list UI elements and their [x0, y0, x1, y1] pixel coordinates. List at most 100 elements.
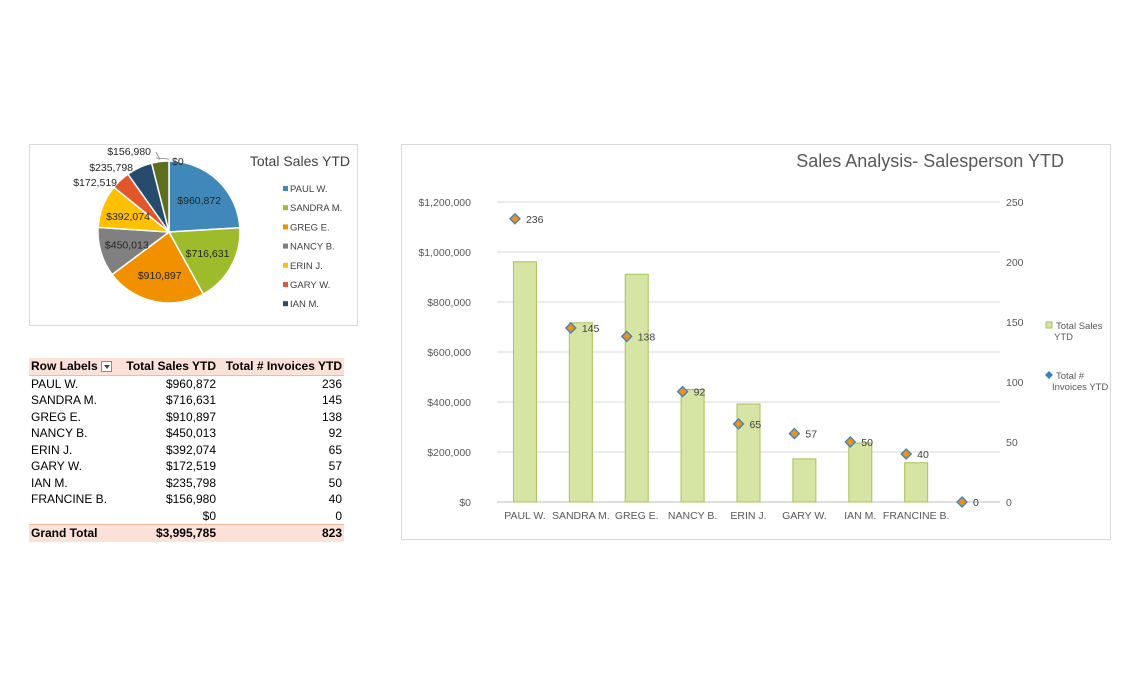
combo-chart-panel[interactable]: Sales Analysis- Salesperson YTD $0 $200,00…	[401, 144, 1111, 540]
pie-chart[interactable]: Total Sales YTD$960,872$716,631$910,897$…	[30, 145, 357, 325]
row-sales: $960,872	[165, 376, 216, 391]
left-axis-tick-label: $1,000,000	[418, 247, 471, 259]
row-label: NANCY B.	[31, 426, 88, 441]
grand-total-invoices: 823	[218, 524, 344, 542]
bar[interactable]	[680, 388, 705, 503]
category-tick-label: ERIN J.	[730, 510, 766, 522]
pie-slice[interactable]	[111, 230, 205, 304]
pie-data-label: $235,798	[89, 162, 133, 174]
legend-entry: NANCY B.	[290, 242, 335, 253]
row-invoices: 138	[321, 409, 342, 424]
category-axis-labels: PAUL W. SANDRA M. GREG E. NANCY B. ERIN J. GA…	[504, 510, 949, 522]
marker-data-label: 50	[861, 437, 873, 449]
table-row[interactable]: NANCY B. $450,013 92	[29, 425, 344, 442]
legend-swatch	[283, 224, 288, 230]
marker-data-label: 92	[694, 387, 706, 399]
pie-slice[interactable]	[167, 226, 241, 296]
marker-data-label: 0	[973, 497, 979, 509]
row-label: GARY W.	[31, 459, 82, 474]
invoice-marker[interactable]	[732, 418, 745, 430]
row-labels-text: Row Labels	[31, 359, 98, 374]
pivot-table: Row Labels Total Sales YTD Total # Invoi…	[29, 358, 344, 542]
right-axis-tick-label: 250	[1006, 197, 1024, 209]
row-invoices: 92	[328, 426, 342, 441]
table-row[interactable]: GREG E. $910,897 138	[29, 409, 344, 426]
right-axis-tick-label: 100	[1006, 377, 1024, 389]
combo-chart-title: Sales Analysis- Salesperson YTD	[796, 151, 1064, 171]
filter-dropdown-icon[interactable]	[100, 361, 112, 373]
category-tick-label: NANCY B.	[668, 510, 717, 522]
grand-total-row[interactable]: Grand Total $3,995,785 823	[29, 524, 344, 542]
legend-swatch	[283, 205, 288, 211]
pie-slices	[97, 160, 241, 304]
legend-swatch	[283, 301, 288, 307]
legend-swatch	[1045, 321, 1053, 329]
legend-swatch	[283, 282, 288, 287]
pie-data-label: $910,897	[138, 270, 182, 282]
table-row[interactable]: $0 0	[29, 508, 344, 525]
table-row[interactable]: SANDRA M. $716,631 145	[29, 392, 344, 409]
invoice-marker[interactable]	[956, 496, 968, 508]
row-label: IAN M.	[31, 475, 68, 490]
category-tick-label: SANDRA M.	[552, 510, 610, 522]
row-invoices: 57	[328, 459, 342, 474]
table-row[interactable]: FRANCINE B. $156,980 40	[29, 491, 344, 508]
row-label: GREG E.	[31, 409, 82, 424]
left-axis-labels: $0 $200,000 $400,000 $600,000 $800,000 $1,000…	[418, 197, 471, 509]
row-sales: $172,519	[165, 459, 216, 474]
pie-data-label: $960,872	[177, 195, 221, 207]
pie-slice[interactable]	[150, 160, 170, 233]
category-tick-label: FRANCINE B.	[883, 510, 950, 522]
legend-entry: Total Sales	[1056, 321, 1103, 332]
legend-entry: ERIN J.	[290, 261, 323, 272]
row-invoices: 65	[328, 442, 342, 457]
bar[interactable]	[512, 261, 537, 503]
row-labels-header[interactable]: Row Labels	[29, 358, 119, 376]
category-tick-label: GARY W.	[782, 510, 827, 522]
marker-data-label: 65	[750, 419, 762, 431]
row-sales: $235,798	[165, 475, 216, 490]
pie-data-label: $450,013	[105, 240, 149, 252]
invoice-marker[interactable]	[844, 436, 857, 448]
table-row[interactable]: PAUL W. $960,872 236	[29, 375, 344, 392]
bar[interactable]	[624, 273, 649, 503]
marker-data-label: 57	[805, 429, 817, 441]
pie-data-label: $392,074	[106, 211, 150, 223]
right-axis-tick-label: 150	[1006, 317, 1024, 329]
table-row[interactable]: IAN M. $235,798 50	[29, 475, 344, 492]
invoice-marker[interactable]	[509, 212, 521, 225]
marker-data-label: 236	[526, 214, 544, 226]
bar[interactable]	[568, 322, 593, 503]
invoice-marker[interactable]	[620, 330, 633, 343]
legend-entry: GREG E.	[290, 222, 330, 233]
pie-leader-line	[155, 157, 170, 160]
right-axis-labels: 0 50 100 150 200 250	[1006, 197, 1024, 509]
pivot-header-row: Row Labels Total Sales YTD Total # Invoi…	[29, 358, 344, 376]
bar[interactable]	[792, 458, 817, 503]
bar[interactable]	[904, 462, 929, 503]
invoice-marker[interactable]	[564, 322, 577, 334]
invoice-marker[interactable]	[900, 448, 913, 460]
pie-chart-panel[interactable]: Total Sales YTD $960,872 $716,631 $910,897 $…	[29, 144, 358, 326]
combo-chart[interactable]: Sales Analysis- Salesperson YTD $0 $200,00…	[402, 145, 1110, 539]
pie-slice[interactable]	[168, 160, 241, 233]
pie-data-label: $716,631	[186, 248, 230, 260]
legend-entry: IAN M.	[290, 299, 319, 310]
left-axis-tick-label: $0	[459, 497, 471, 509]
legend-entry: YTD	[1054, 332, 1073, 343]
marker-data-label: 40	[917, 449, 929, 461]
right-axis-tick-label: 50	[1006, 437, 1018, 449]
left-axis-tick-label: $1,200,000	[418, 197, 471, 209]
bar[interactable]	[848, 442, 873, 503]
invoice-marker[interactable]	[788, 427, 801, 440]
invoice-marker[interactable]	[676, 385, 689, 398]
left-axis-tick-label: $600,000	[427, 347, 471, 359]
legend-entry: Total #	[1056, 371, 1085, 382]
table-row[interactable]: GARY W. $172,519 57	[29, 458, 344, 475]
row-invoices: 50	[328, 475, 342, 490]
table-row[interactable]: ERIN J. $392,074 65	[29, 442, 344, 459]
row-sales: $392,074	[165, 442, 216, 457]
pie-data-label: $156,980	[107, 146, 151, 158]
left-axis-tick-label: $400,000	[427, 397, 471, 409]
bar[interactable]	[736, 403, 761, 503]
